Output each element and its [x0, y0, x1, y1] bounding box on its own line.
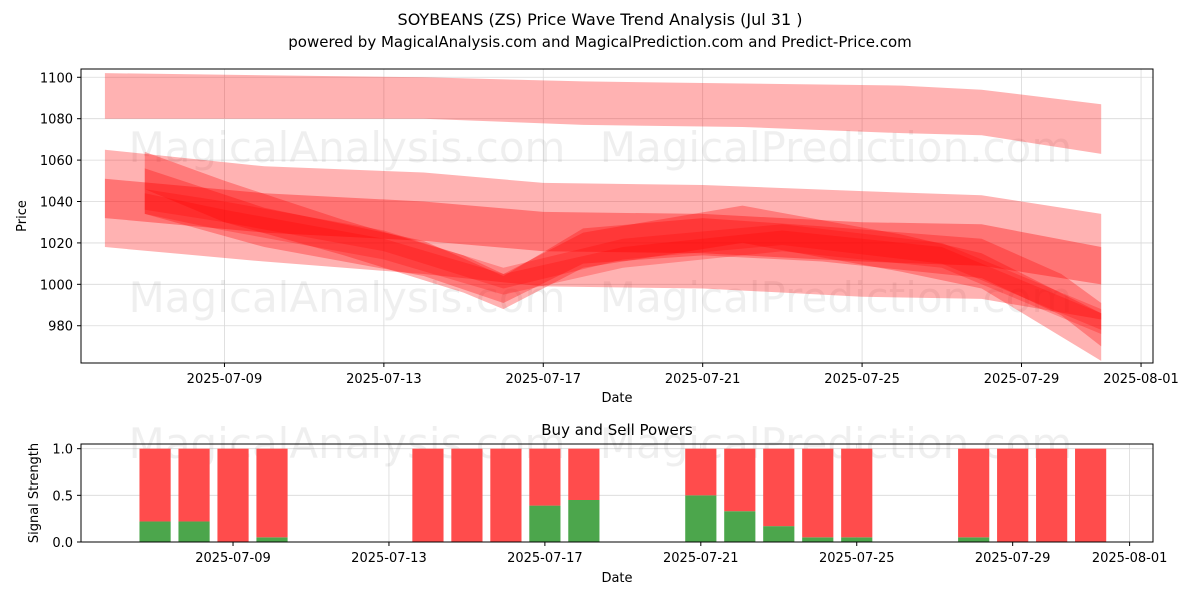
sell-bar: [451, 448, 483, 542]
powers-y-ticks: 0.0 0.5 1.0: [52, 443, 81, 551]
price-x-tick-label: 2025-07-21: [665, 372, 741, 387]
powers-panel-frame: [80, 443, 1154, 543]
sell-bar: [802, 448, 834, 538]
powers-x-tick-label: 2025-08-01: [1092, 551, 1168, 566]
sell-bar: [763, 448, 795, 527]
buy-bar: [802, 537, 834, 542]
powers-x-ticks: 2025-07-09 2025-07-13 2025-07-17 2025-07-21…: [195, 542, 1167, 566]
price-y-tick-label: 1000: [40, 278, 73, 293]
price-y-axis-label: Price: [15, 200, 30, 232]
powers-x-tick-label: 2025-07-09: [195, 551, 271, 566]
price-y-ticks: 980 1000 1020 1040 1060 1080 1100: [40, 71, 81, 335]
price-y-tick-label: 1020: [40, 237, 73, 252]
price-x-tick-label: 2025-07-25: [824, 372, 900, 387]
powers-y-tick-label: 1.0: [52, 443, 73, 458]
sell-bar: [1075, 448, 1107, 542]
powers-y-tick-label: 0.5: [52, 489, 73, 504]
sell-bar: [997, 448, 1029, 542]
price-y-tick-label: 1040: [40, 196, 73, 211]
powers-x-tick-label: 2025-07-21: [663, 551, 739, 566]
sell-bar: [685, 448, 717, 496]
price-band-7: [144, 193, 1102, 335]
price-grid: [81, 69, 1153, 363]
price-band-5: [144, 151, 1102, 361]
price-y-tick-label: 980: [48, 320, 73, 335]
sell-bar: [724, 448, 756, 512]
powers-title: Buy and Sell Powers: [541, 421, 693, 439]
price-band-1: [104, 73, 1102, 154]
sell-bar: [139, 448, 171, 522]
buy-bar: [685, 495, 717, 542]
price-band-6: [144, 189, 1102, 330]
buy-bar: [763, 526, 795, 542]
buy-bar: [724, 511, 756, 542]
buy-bar: [256, 537, 288, 542]
price-panel-frame: [80, 68, 1154, 364]
powers-y-axis-label: Signal Strength: [27, 443, 42, 543]
watermark-prediction-2: MagicalPrediction.com: [600, 273, 1073, 322]
sell-bar: [958, 448, 990, 538]
powers-bars: [139, 448, 1107, 542]
price-x-tick-label: 2025-07-09: [187, 372, 263, 387]
buy-bar: [178, 521, 210, 542]
powers-x-tick-label: 2025-07-29: [975, 551, 1051, 566]
price-band-3: [104, 178, 1102, 285]
buy-bar: [841, 537, 873, 542]
buy-bar: [958, 537, 990, 542]
powers-x-tick-label: 2025-07-25: [819, 551, 895, 566]
powers-y-tick-label: 0.0: [52, 536, 73, 551]
price-x-ticks: 2025-07-09 2025-07-13 2025-07-17 2025-07-21…: [187, 363, 1179, 387]
sell-bar: [841, 448, 873, 538]
price-watermarks: MagicalAnalysis.com MagicalPrediction.co…: [129, 123, 1073, 322]
price-band-4: [144, 168, 1102, 347]
sell-bar: [529, 448, 561, 506]
sell-bar: [1036, 448, 1068, 542]
watermark-prediction: MagicalPrediction.com: [600, 123, 1073, 172]
sell-bar: [490, 448, 522, 542]
sell-bar: [217, 448, 249, 542]
price-x-axis-label: Date: [601, 391, 632, 406]
price-band-2: [104, 149, 1102, 320]
price-bands: [104, 73, 1102, 361]
buy-bar: [139, 521, 171, 542]
buy-bar: [529, 505, 561, 542]
chart-subtitle: powered by MagicalAnalysis.com and Magic…: [288, 33, 912, 51]
price-y-tick-label: 1060: [40, 154, 73, 169]
price-x-tick-label: 2025-07-29: [984, 372, 1060, 387]
sell-bar: [412, 448, 444, 542]
powers-x-tick-label: 2025-07-17: [507, 551, 583, 566]
price-panel: MagicalAnalysis.com MagicalPrediction.co…: [15, 68, 1179, 406]
sell-bar: [256, 448, 288, 538]
price-x-tick-label: 2025-07-13: [346, 372, 422, 387]
chart-title: SOYBEANS (ZS) Price Wave Trend Analysis …: [398, 10, 803, 29]
powers-panel: Buy and Sell Powers MagicalAnalysis.com …: [27, 419, 1167, 586]
sell-bar: [178, 448, 210, 522]
buy-bar: [568, 500, 600, 542]
price-x-tick-label: 2025-07-17: [505, 372, 581, 387]
watermark-analysis-2: MagicalAnalysis.com: [129, 273, 566, 322]
powers-x-tick-label: 2025-07-13: [351, 551, 427, 566]
price-y-tick-label: 1080: [40, 113, 73, 128]
watermark-analysis: MagicalAnalysis.com: [129, 123, 566, 172]
sell-bar: [568, 448, 600, 500]
powers-x-axis-label: Date: [601, 571, 632, 586]
price-x-tick-label: 2025-08-01: [1103, 372, 1179, 387]
price-y-tick-label: 1100: [40, 71, 73, 86]
